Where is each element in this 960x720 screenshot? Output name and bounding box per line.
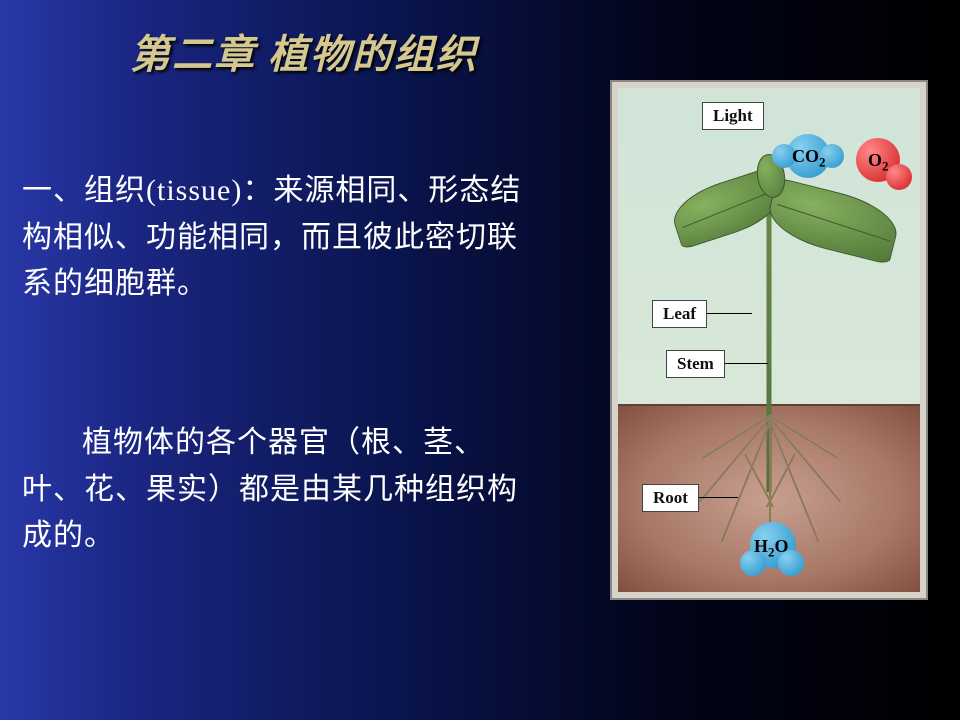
slide-title: 第二章 植物的组织 [130, 22, 478, 80]
label-stem: Stem [666, 350, 725, 378]
label-light: Light [702, 102, 764, 130]
plant-diagram: Light Leaf Stem Root CO2 O2 H2O [610, 80, 928, 600]
label-leaf: Leaf [652, 300, 707, 328]
label-root: Root [642, 484, 699, 512]
paragraph-organs: 植物体的各个器官（根、茎、叶、花、果实）都是由某几种组织构成的。 [22, 420, 542, 560]
o2-molecule-icon: O2 [856, 138, 916, 192]
paragraph-tissue-definition: 一、组织(tissue)：来源相同、形态结构相似、功能相同，而且彼此密切联系的细… [22, 168, 542, 308]
